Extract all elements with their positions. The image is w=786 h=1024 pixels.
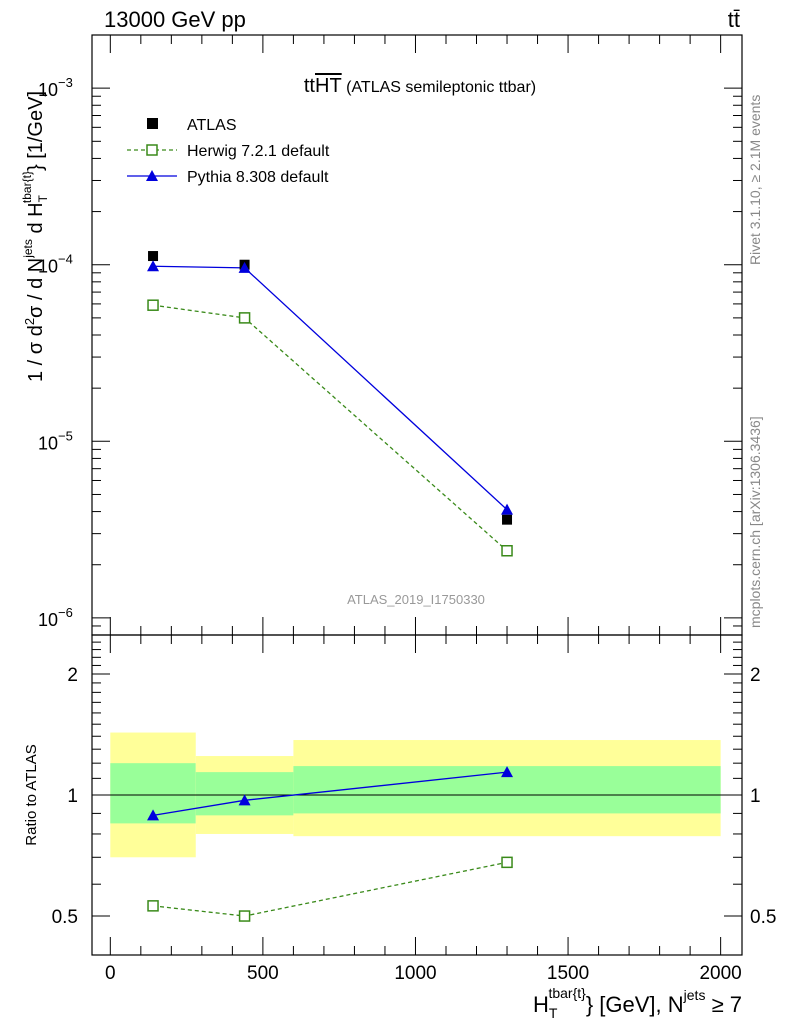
header-right-label: tt̄ xyxy=(728,7,740,32)
main-y-tick-label: 10−6 xyxy=(38,605,73,630)
ratio-panel-frame xyxy=(91,634,743,956)
rivet-label: Rivet 3.1.10, ≥ 2.1M events xyxy=(747,95,763,265)
ratio-herwig-point xyxy=(501,856,513,869)
ylabel-sup-2: 2 xyxy=(22,318,37,325)
ylabel-part-3: d H xyxy=(25,202,47,239)
tick-base: 10 xyxy=(38,610,58,630)
atlas-point xyxy=(148,251,159,262)
legend-marker-herwig xyxy=(146,144,158,156)
xlabel-mid: } [GeV], N xyxy=(586,992,684,1017)
main-y-tick-label: 10−3 xyxy=(38,75,73,100)
atlas-point xyxy=(502,514,513,525)
legend-label-herwig: Herwig 7.2.1 default xyxy=(187,143,330,160)
xlabel-sup-jets: jets xyxy=(683,987,706,1003)
legend-marker-atlas xyxy=(147,118,158,129)
x-axis-label: HTtbar{t}} [GeV], Njets ≥ 7 xyxy=(533,985,742,1021)
plot-title-suffix: (ATLAS semileptonic ttbar) xyxy=(342,79,536,96)
tick-base: 10 xyxy=(38,257,58,277)
tick-exponent: −3 xyxy=(58,75,73,90)
ratio-pythia-point xyxy=(238,794,251,806)
header-left-label: 13000 GeV pp xyxy=(104,7,246,32)
pythia-point xyxy=(238,261,251,273)
plot-title-overline: HT xyxy=(315,75,342,97)
ratio-herwig-point xyxy=(147,900,159,912)
ratio-y-tick-label-left: 2 xyxy=(67,665,78,686)
ratio-pythia-point xyxy=(501,766,514,778)
tick-exponent: −4 xyxy=(58,252,73,267)
xlabel-end: ≥ 7 xyxy=(705,992,742,1017)
ratio-y-tick-label-left: 1 xyxy=(67,786,78,807)
herwig-point xyxy=(147,299,159,311)
legend-label-atlas: ATLAS xyxy=(187,117,237,134)
ratio-band-inner xyxy=(195,772,294,816)
ratio-y-tick-label-right: 0.5 xyxy=(750,907,776,928)
ratio-herwig-point xyxy=(238,910,251,922)
x-tick-label: 1000 xyxy=(394,963,436,984)
x-tick-label: 1500 xyxy=(547,963,589,984)
main-curves xyxy=(147,251,514,557)
analysis-label: ATLAS_2019_I1750330 xyxy=(347,592,485,607)
ratio-curves xyxy=(147,766,514,922)
ylabel-sup-jets: jets xyxy=(21,239,35,259)
pythia-point xyxy=(501,503,514,515)
ylabel-sup-tbar: tbar{t} xyxy=(20,171,34,203)
ratio-herwig-line xyxy=(152,861,508,917)
x-tick-label: 0 xyxy=(105,963,116,984)
ylabel-part-2: σ / d N xyxy=(25,258,47,318)
x-tick-label: 500 xyxy=(247,963,279,984)
x-tick-labels: 0 500 1000 1500 2000 xyxy=(105,963,742,984)
herwig-point xyxy=(238,312,251,324)
tick-base: 10 xyxy=(38,80,58,100)
ratio-y-tick-label-right: 1 xyxy=(750,786,761,807)
plot-title-prefix: tt xyxy=(304,75,316,97)
ylabel-part-1: 1 / σ d xyxy=(25,325,47,382)
mcplots-label: mcplots.cern.ch [arXiv:1306.3436] xyxy=(747,416,763,628)
xlabel-H: H xyxy=(533,992,549,1017)
legend-marker-pythia xyxy=(146,170,158,181)
ylabel-sub-T: T xyxy=(36,194,50,202)
ratio-axis-ticks: 0.5 0.5 1 1 2 2 xyxy=(52,635,776,955)
tick-exponent: −6 xyxy=(58,605,73,620)
ratio-y-tick-label-right: 2 xyxy=(750,665,761,686)
ratio-y-tick-label-left: 0.5 xyxy=(52,907,78,928)
ratio-pythia-point xyxy=(147,809,160,821)
main-y-axis-label: 1 / σ d2σ / d Njets d HTtbar{t}} [1/GeV] xyxy=(20,91,50,382)
tick-base: 10 xyxy=(38,433,58,453)
ylabel-part-4: } [1/GeV] xyxy=(25,91,47,171)
x-tick-label: 2000 xyxy=(699,963,741,984)
main-y-tick-label: 10−5 xyxy=(38,428,73,453)
xlabel-sup-tbar: tbar{t} xyxy=(548,985,586,1001)
main-y-tick-label: 10−4 xyxy=(38,252,73,277)
xlabel-sub-T: T xyxy=(549,1005,558,1021)
main-panel-background xyxy=(92,35,742,635)
legend-label-pythia: Pythia 8.308 default xyxy=(187,169,329,186)
legend: ATLAS Herwig 7.2.1 default Pythia 8.308 … xyxy=(127,117,330,186)
herwig-point xyxy=(501,545,513,557)
pythia-point xyxy=(147,260,160,272)
plot-title: ttHT (ATLAS semileptonic ttbar) xyxy=(304,75,536,97)
ratio-y-axis-label: Ratio to ATLAS xyxy=(23,744,40,845)
tick-exponent: −5 xyxy=(58,428,73,443)
